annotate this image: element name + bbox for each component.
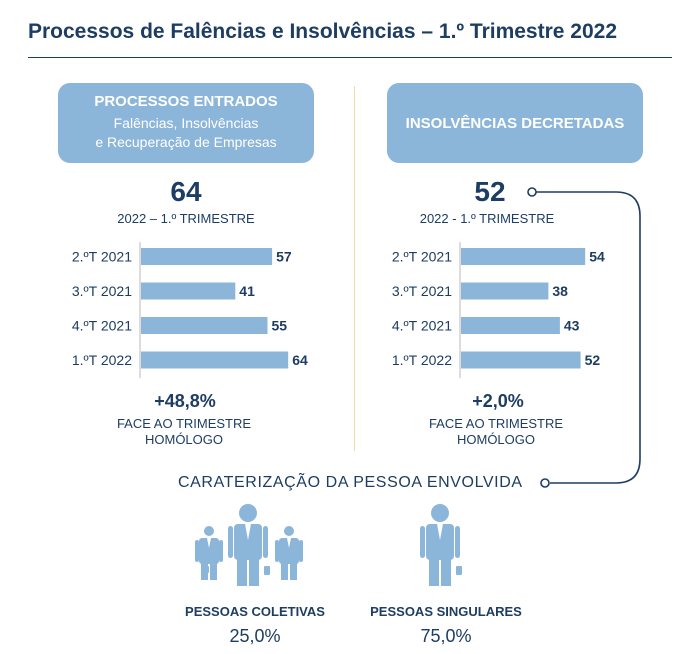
insolvencias-decretadas-chart: 2.ºT 2021 54 3.ºT 2021 38 4.ºT 2021 43 1.ºT 20… [392,242,605,378]
caracterizacao-title: CARATERIZAÇÃO DA PESSOA ENVOLVIDA [178,474,523,491]
decretadas-category-label: 2.ºT 2021 [392,249,452,265]
right-change-caption-1: FACE AO TRIMESTRE [428,416,564,431]
entrados-bar [141,351,289,369]
decretadas-value-label: 52 [585,352,601,368]
column-separator [354,86,355,451]
pessoas-singulares-value: 75,0% [420,626,472,646]
decretadas-value-label: 54 [589,249,605,265]
decretadas-bar [461,282,549,300]
entrados-category-label: 1.ºT 2022 [72,352,132,368]
pessoas-singulares-icon [420,504,462,586]
processos-entrados-chart: 2.ºT 2021 57 3.ºT 2021 41 4.ºT 2021 55 1.ºT 20… [72,242,308,378]
right-big-number: 52 [474,176,506,207]
processos-entrados-sub2: e Recuperação de Empresas [95,134,277,150]
right-change-caption-2: HOMÓLOGO [456,432,535,447]
page-title: Processos de Falências e Insolvências – … [28,20,618,43]
right-change: +2,0% [472,391,524,411]
entrados-value-label: 55 [272,318,288,334]
left-change: +48,8% [154,391,216,411]
entrados-value-label: 57 [276,249,292,265]
entrados-category-label: 3.ºT 2021 [72,283,132,299]
left-big-number: 64 [170,176,202,207]
insolvencias-decretadas-title: INSOLVÊNCIAS DECRETADAS [405,115,625,132]
decretadas-category-label: 1.ºT 2022 [392,352,452,368]
left-period: 2022 – 1.º TRIMESTRE [117,211,255,226]
decretadas-category-label: 3.ºT 2021 [392,283,452,299]
decretadas-bar [461,351,581,369]
entrados-value-label: 64 [292,352,308,368]
decretadas-bar [461,248,586,265]
title-divider [28,57,672,58]
processos-entrados-header: PROCESSOS ENTRADOS Falências, Insolvênci… [58,83,314,163]
decretadas-category-label: 4.ºT 2021 [392,318,452,334]
left-change-caption: FACE AO TRIMESTRE HOMÓLOGO [84,416,284,448]
decretadas-value-label: 38 [552,283,568,299]
insolvencias-decretadas-header: INSOLVÊNCIAS DECRETADAS [387,83,643,163]
processos-entrados-title: PROCESSOS ENTRADOS [94,93,278,110]
pessoas-coletivas-value: 25,0% [229,626,281,646]
pessoas-coletivas-icon [195,504,303,586]
pessoas-singulares-label: PESSOAS SINGULARES [370,604,522,619]
entrados-category-label: 2.ºT 2021 [72,249,132,265]
decretadas-value-label: 43 [564,318,580,334]
entrados-category-label: 4.ºT 2021 [72,318,132,334]
processos-entrados-sub1: Falências, Insolvências [113,115,259,131]
connector-path [536,191,641,484]
right-change-caption: FACE AO TRIMESTRE HOMÓLOGO [396,416,596,448]
entrados-bar [141,248,273,265]
decretadas-bar [461,317,560,334]
left-change-caption-2: HOMÓLOGO [144,432,223,447]
entrados-value-label: 41 [239,283,255,299]
right-period: 2022 - 1.º TRIMESTRE [419,211,555,226]
pessoas-coletivas-label: PESSOAS COLETIVAS [185,604,325,619]
connector-start-dot [527,187,537,197]
left-change-caption-1: FACE AO TRIMESTRE [116,416,252,431]
entrados-bar [141,317,268,334]
connector-end-dot [540,478,550,488]
entrados-bar [141,282,236,300]
